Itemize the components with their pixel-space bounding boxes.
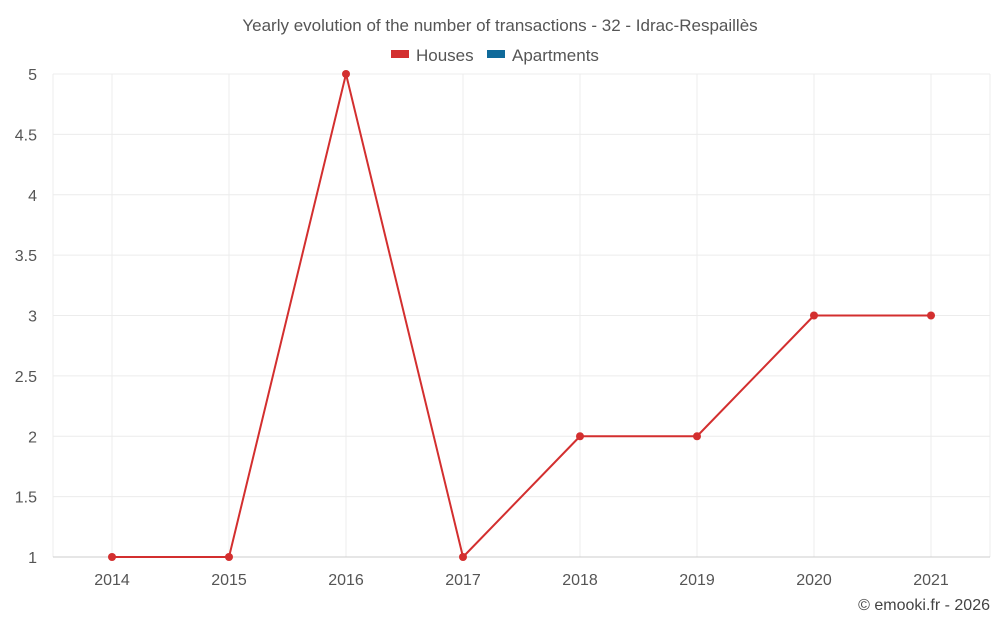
chart-title: Yearly evolution of the number of transa… [242,16,757,35]
data-point-houses[interactable] [342,70,350,78]
data-point-houses[interactable] [225,553,233,561]
legend-label-houses: Houses [416,46,474,65]
x-tick-label: 2021 [913,572,949,589]
x-tick-label: 2018 [562,572,598,589]
y-tick-label: 2.5 [15,369,37,386]
legend-item-houses[interactable]: Houses [391,46,474,65]
y-tick-label: 4.5 [15,127,37,144]
gridlines [52,73,991,557]
data-point-houses[interactable] [459,553,467,561]
series-line-houses [112,73,931,558]
y-tick-label: 1.5 [15,490,37,507]
y-tick-label: 3.5 [15,248,37,265]
legend-swatch-houses [391,50,409,58]
x-tick-label: 2020 [796,572,832,589]
legend-label-apartments: Apartments [512,46,599,65]
y-tick-label: 4 [28,188,37,205]
data-point-houses[interactable] [693,432,701,441]
credit-text: © emooki.fr - 2026 [858,597,990,614]
x-tick-label: 2015 [211,572,247,589]
y-tick-label: 2 [28,429,37,446]
y-tick-label: 1 [28,550,37,567]
tick-labels: 1 1.5 2 2.5 3 3.5 4 4.5 5 2014 2015 2016 2017 2018 201… [15,67,949,589]
data-point-houses[interactable] [576,432,584,441]
series [108,70,935,561]
x-tick-label: 2016 [328,572,364,589]
y-tick-label: 3 [28,309,37,326]
data-point-houses[interactable] [927,311,935,320]
x-tick-label: 2014 [94,572,130,589]
x-tick-label: 2019 [679,572,715,589]
x-tick-label: 2017 [445,572,481,589]
legend: Houses Apartments [391,46,599,65]
y-tick-label: 5 [28,67,37,84]
legend-item-apartments[interactable]: Apartments [487,46,599,65]
legend-swatch-apartments [487,50,505,58]
data-point-houses[interactable] [810,311,818,320]
data-point-houses[interactable] [108,553,116,561]
